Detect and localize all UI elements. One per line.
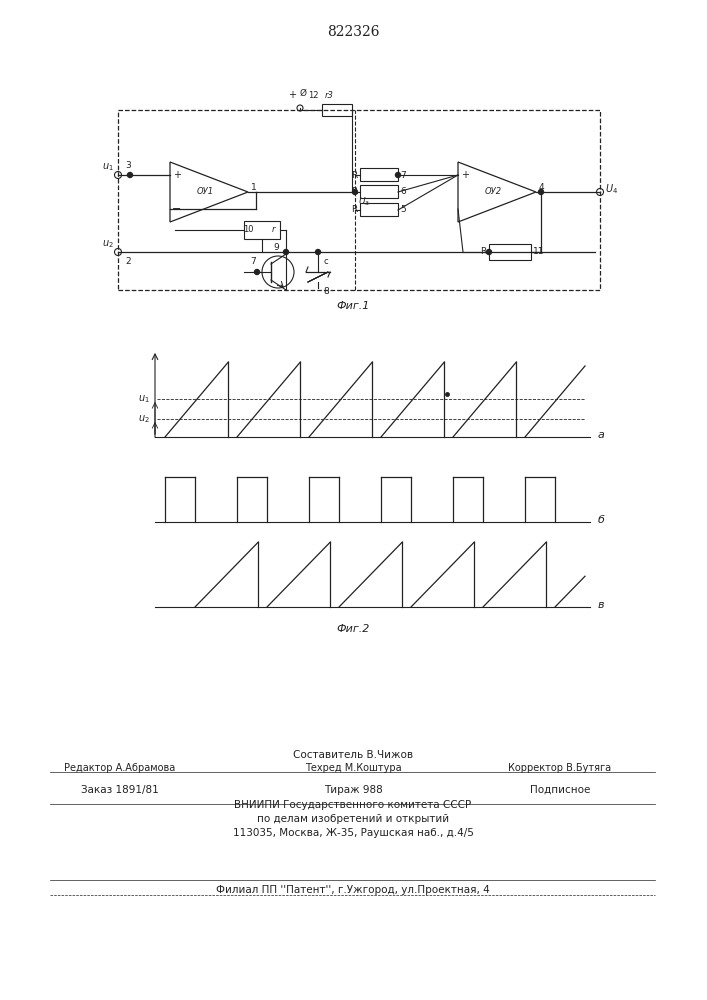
Bar xyxy=(118,110,600,290)
Text: $u_1$: $u_1$ xyxy=(138,393,150,405)
Text: 3: 3 xyxy=(125,161,131,170)
Text: ВНИИПИ Государственного комитета СССР: ВНИИПИ Государственного комитета СССР xyxy=(235,800,472,810)
Text: Корректор В.Бутяга: Корректор В.Бутяга xyxy=(508,763,612,773)
Text: +: + xyxy=(173,170,181,180)
Text: в: в xyxy=(598,600,604,610)
Text: 113035, Москва, Ж-35, Раушская наб., д.4/5: 113035, Москва, Ж-35, Раушская наб., д.4… xyxy=(233,828,474,838)
Text: Ø: Ø xyxy=(300,89,307,98)
Text: +: + xyxy=(288,90,296,100)
Text: $U_3$: $U_3$ xyxy=(358,196,370,208)
Bar xyxy=(322,104,352,116)
Bar xyxy=(244,221,280,239)
Text: 12: 12 xyxy=(308,91,318,100)
Text: Подписное: Подписное xyxy=(530,785,590,795)
Text: по делам изобретений и открытий: по делам изобретений и открытий xyxy=(257,814,449,824)
Text: Фиг.1: Фиг.1 xyxy=(337,301,370,311)
Bar xyxy=(360,168,398,181)
Text: r3: r3 xyxy=(325,91,334,100)
Circle shape xyxy=(315,249,320,254)
Text: 2: 2 xyxy=(125,256,131,265)
Text: 7: 7 xyxy=(250,257,256,266)
Bar xyxy=(489,244,531,260)
Text: Заказ 1891/81: Заказ 1891/81 xyxy=(81,785,159,795)
Text: $U_4$: $U_4$ xyxy=(605,182,618,196)
Text: 7: 7 xyxy=(400,170,406,180)
Text: $u_1$: $u_1$ xyxy=(103,161,114,173)
Text: R: R xyxy=(480,247,486,256)
Text: Составитель В.Чижов: Составитель В.Чижов xyxy=(293,750,413,760)
Circle shape xyxy=(284,249,288,254)
Text: +: + xyxy=(461,170,469,180)
Text: 6: 6 xyxy=(400,188,406,196)
Circle shape xyxy=(127,172,132,178)
Text: R: R xyxy=(351,206,357,215)
Bar xyxy=(360,203,398,216)
Text: 5: 5 xyxy=(400,206,406,215)
Text: R: R xyxy=(351,188,357,196)
Text: Фиг.2: Фиг.2 xyxy=(337,624,370,634)
Text: 822326: 822326 xyxy=(327,25,379,39)
Circle shape xyxy=(486,249,491,254)
Text: 1: 1 xyxy=(251,182,257,192)
Text: r: r xyxy=(272,226,276,234)
Text: 11: 11 xyxy=(533,247,544,256)
Circle shape xyxy=(395,172,400,178)
Text: $u_2$: $u_2$ xyxy=(103,238,114,250)
Text: Филиал ПП ''Патент'', г.Ужгород, ул.Проектная, 4: Филиал ПП ''Патент'', г.Ужгород, ул.Прое… xyxy=(216,885,490,895)
Text: Тираж 988: Тираж 988 xyxy=(324,785,382,795)
Text: 10: 10 xyxy=(243,226,254,234)
Text: Техред М.Коштура: Техред М.Коштура xyxy=(305,763,402,773)
Text: 9: 9 xyxy=(273,243,279,252)
Text: $u_2$: $u_2$ xyxy=(139,413,150,425)
Bar xyxy=(360,185,398,198)
Circle shape xyxy=(255,269,259,274)
Circle shape xyxy=(539,190,544,194)
Circle shape xyxy=(353,190,358,194)
Text: −: − xyxy=(173,204,182,214)
Text: c: c xyxy=(323,257,327,266)
Text: ОУ2: ОУ2 xyxy=(484,188,501,196)
Text: 4: 4 xyxy=(539,182,544,192)
Text: 8: 8 xyxy=(323,288,329,296)
Text: ОУ1: ОУ1 xyxy=(197,188,214,196)
Text: б: б xyxy=(598,515,605,525)
Text: R: R xyxy=(351,170,357,180)
Text: а: а xyxy=(598,430,605,440)
Text: Редактор А.Абрамова: Редактор А.Абрамова xyxy=(64,763,175,773)
